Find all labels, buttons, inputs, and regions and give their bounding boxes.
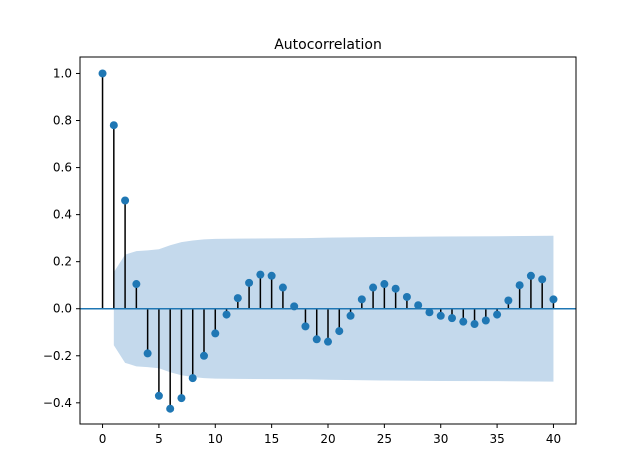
acf-point [391,284,400,293]
chart-title: Autocorrelation [274,37,382,53]
acf-point [346,311,355,320]
y-tick-label: 0.8 [53,114,72,128]
acf-point [526,271,535,280]
x-tick-label: 35 [489,432,504,446]
acf-point [245,278,254,287]
acf-point [278,283,287,292]
acf-point [549,295,558,304]
acf-point [177,394,186,403]
acf-point [324,337,332,346]
y-tick-label: 1.0 [53,66,72,80]
acf-point [493,310,502,319]
y-tick-label: 0.6 [53,161,72,175]
acf-point [312,335,321,344]
acf-point [143,349,152,358]
acf-point [256,270,265,279]
acf-point [414,301,423,310]
acf-point [481,316,490,325]
axis-ticks: 0 5 10 15 20 25 30 35 40 −0.4 −0.2 0.0 0.2 0.4 0.6 0.8 1… [43,66,561,446]
acf-point [538,275,547,284]
acf-point [200,351,208,360]
acf-point [357,295,366,304]
acf-point [504,296,513,305]
acf-point [154,391,163,400]
acf-point [448,314,456,323]
y-tick-label: 0.0 [53,302,72,316]
x-tick-label: 25 [377,432,392,446]
acf-point [188,374,197,383]
plot-area [80,69,576,413]
acf-point [233,294,242,303]
acf-point [132,280,141,289]
acf-point [166,404,175,413]
acf-point [290,302,299,311]
x-tick-label: 40 [546,432,561,446]
acf-point [459,317,468,326]
y-tick-label: −0.4 [43,396,72,410]
acf-point [436,311,445,320]
acf-point [301,322,310,331]
y-tick-label: 0.4 [53,208,72,222]
acf-point [425,308,434,317]
acf-point [109,121,118,130]
x-tick-label: 10 [208,432,223,446]
acf-point [369,283,378,292]
x-tick-label: 0 [99,432,107,446]
acf-point [98,69,107,78]
x-tick-label: 30 [433,432,448,446]
acf-point [211,329,220,338]
acf-point [515,281,524,290]
x-tick-label: 5 [155,432,163,446]
acf-point [267,271,276,280]
acf-point [402,292,411,301]
acf-point [335,327,344,336]
acf-point [470,320,479,329]
y-tick-label: 0.2 [53,255,72,269]
x-tick-label: 20 [320,432,335,446]
acf-point [121,196,130,205]
x-tick-label: 15 [264,432,279,446]
y-tick-label: −0.2 [43,349,72,363]
acf-point [380,280,389,289]
acf-point [222,310,231,319]
